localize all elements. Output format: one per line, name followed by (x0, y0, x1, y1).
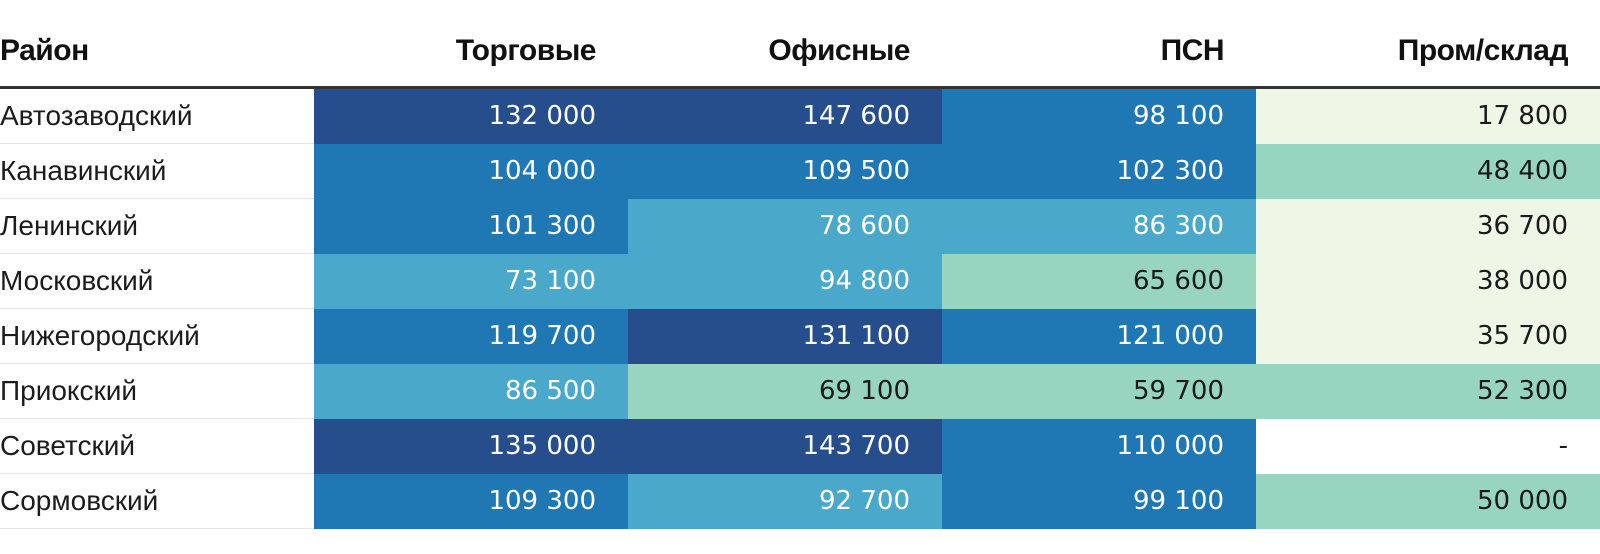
column-header-office: Офисные (628, 16, 942, 89)
district-name: Автозаводский (0, 87, 314, 144)
value-cell: 98 100 (942, 87, 1256, 144)
table-body: Автозаводский 132 000 147 600 98 100 17 800 К… (0, 87, 1600, 529)
value-cell: 131 100 (628, 308, 942, 364)
district-name: Ленинский (0, 198, 314, 254)
district-name: Канавинский (0, 143, 314, 199)
district-name: Приокский (0, 363, 314, 419)
value-cell: 17 800 (1256, 87, 1600, 144)
value-cell: 94 800 (628, 253, 942, 309)
rent-table: Район Торговые Офисные ПСН Пром/склад Ав… (0, 16, 1600, 529)
table-row: Автозаводский 132 000 147 600 98 100 17 800 (0, 87, 1600, 144)
value-cell: 110 000 (942, 418, 1256, 474)
table-row: Нижегородский 119 700 131 100 121 000 35 700 (0, 308, 1600, 364)
value-cell: 147 600 (628, 87, 942, 144)
district-name: Советский (0, 418, 314, 474)
column-header-retail: Торговые (314, 16, 628, 89)
value-cell: 86 500 (314, 363, 628, 419)
value-cell: 36 700 (1256, 198, 1600, 254)
value-cell: 132 000 (314, 87, 628, 144)
value-cell: 73 100 (314, 253, 628, 309)
value-cell: 143 700 (628, 418, 942, 474)
value-cell: 109 300 (314, 473, 628, 529)
value-cell: 69 100 (628, 363, 942, 419)
value-cell: 52 300 (1256, 363, 1600, 419)
value-cell: 92 700 (628, 473, 942, 529)
value-cell: 121 000 (942, 308, 1256, 364)
header-row: Район Торговые Офисные ПСН Пром/склад (0, 16, 1600, 89)
table-row: Канавинский 104 000 109 500 102 300 48 400 (0, 143, 1600, 199)
value-cell: 50 000 (1256, 473, 1600, 529)
table-row: Приокский 86 500 69 100 59 700 52 300 (0, 363, 1600, 419)
value-cell: 35 700 (1256, 308, 1600, 364)
value-cell: 119 700 (314, 308, 628, 364)
value-cell: 102 300 (942, 143, 1256, 199)
district-name: Сормовский (0, 473, 314, 529)
value-cell: 104 000 (314, 143, 628, 199)
value-cell: 99 100 (942, 473, 1256, 529)
table-row: Сормовский 109 300 92 700 99 100 50 000 (0, 473, 1600, 529)
value-cell: 65 600 (942, 253, 1256, 309)
value-cell: 78 600 (628, 198, 942, 254)
value-cell: 135 000 (314, 418, 628, 474)
value-cell: 109 500 (628, 143, 942, 199)
value-cell: 86 300 (942, 198, 1256, 254)
value-cell: 48 400 (1256, 143, 1600, 199)
column-header-psn: ПСН (942, 16, 1256, 89)
column-header-district: Район (0, 16, 314, 89)
table-row: Советский 135 000 143 700 110 000- (0, 418, 1600, 474)
table-row: Ленинский 101 300 78 600 86 300 36 700 (0, 198, 1600, 254)
district-name: Московский (0, 253, 314, 309)
value-cell: 38 000 (1256, 253, 1600, 309)
district-name: Нижегородский (0, 308, 314, 364)
table-row: Московский 73 100 94 800 65 600 38 000 (0, 253, 1600, 309)
value-cell: 59 700 (942, 363, 1256, 419)
column-header-industrial: Пром/склад (1256, 16, 1600, 89)
value-cell: 101 300 (314, 198, 628, 254)
value-cell: - (1256, 418, 1600, 474)
